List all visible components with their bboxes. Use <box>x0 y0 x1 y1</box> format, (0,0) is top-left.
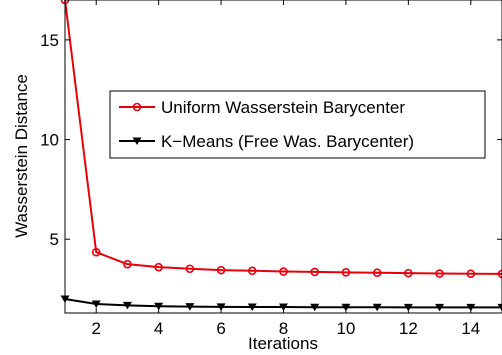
data-point-uniform-15 <box>497 269 502 279</box>
legend-marker-uniform <box>132 102 142 112</box>
y-axis-label: Wasserstein Distance <box>12 74 31 238</box>
y-tick-label-15: 15 <box>40 31 59 50</box>
data-point-uniform-6 <box>216 265 226 275</box>
y-tick-label-10: 10 <box>40 131 59 150</box>
data-point-kmeans-7 <box>247 303 257 312</box>
data-point-kmeans-8 <box>279 303 288 312</box>
data-point-uniform-10 <box>341 268 351 277</box>
data-point-kmeans-3 <box>122 301 132 310</box>
y-tick-label-5: 5 <box>50 230 59 249</box>
x-axis-label: Iterations <box>248 334 318 353</box>
x-tick-label-4: 4 <box>154 319 163 338</box>
data-point-kmeans-12 <box>403 303 413 312</box>
axis-ticks: 2 4 6 8 10 12 14 5 10 15 <box>40 0 502 338</box>
data-point-uniform-5 <box>185 264 195 274</box>
data-point-uniform-14 <box>466 269 476 279</box>
legend-box <box>109 90 486 159</box>
data-point-uniform-8 <box>279 267 288 276</box>
data-point-kmeans-10 <box>341 303 351 312</box>
x-tick-label-2: 2 <box>91 319 100 338</box>
x-tick-label-10: 10 <box>336 319 355 338</box>
data-point-uniform-7 <box>247 266 257 276</box>
data-point-kmeans-2 <box>91 300 101 309</box>
x-tick-label-8: 8 <box>279 319 288 338</box>
data-point-uniform-9 <box>310 267 320 277</box>
legend-marker-kmeans <box>132 137 142 145</box>
x-tick-label-14: 14 <box>461 319 480 338</box>
legend-label-uniform: Uniform Wasserstein Barycenter <box>161 98 405 117</box>
data-point-kmeans-15 <box>497 303 502 312</box>
data-point-kmeans-11 <box>372 303 382 312</box>
legend-label-kmeans: K−Means (Free Was. Barycenter) <box>161 132 414 151</box>
data-point-uniform-12 <box>404 268 413 278</box>
data-point-kmeans-5 <box>185 303 195 311</box>
data-point-kmeans-13 <box>435 303 445 312</box>
data-point-kmeans-6 <box>216 303 226 311</box>
data-point-kmeans-9 <box>310 303 320 312</box>
series-line-uniform <box>64 0 502 275</box>
data-point-kmeans-14 <box>466 303 476 312</box>
data-point-uniform-4 <box>154 262 163 272</box>
data-point-uniform-3 <box>123 259 132 269</box>
data-point-uniform-11 <box>372 268 382 278</box>
x-tick-label-12: 12 <box>399 319 418 338</box>
legend: Uniform Wasserstein Barycenter K−Means (… <box>109 90 486 159</box>
data-point-kmeans-4 <box>154 302 164 311</box>
data-point-uniform-13 <box>435 269 444 278</box>
data-point-uniform-2 <box>91 247 101 257</box>
x-tick-label-6: 6 <box>216 319 225 338</box>
